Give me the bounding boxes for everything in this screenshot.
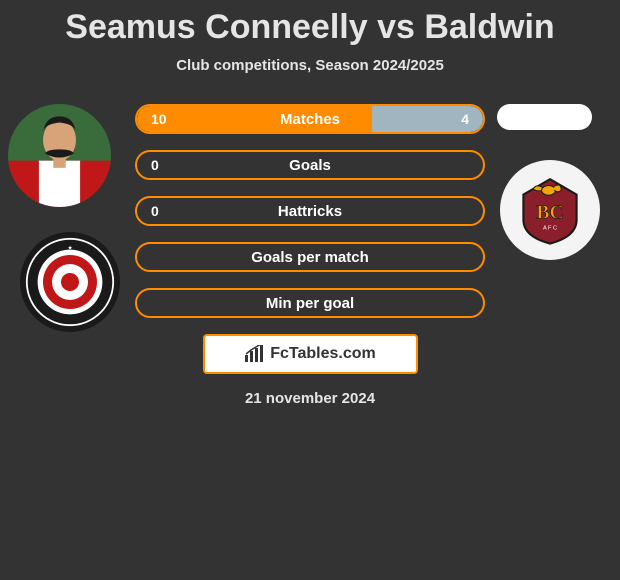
svg-text:★: ★ [68, 246, 73, 252]
club-left-badge: ★ [20, 232, 120, 332]
stat-row-matches: 10 Matches 4 [135, 104, 485, 134]
branding-box[interactable]: FcTables.com [203, 334, 418, 374]
comparison-content: ★ BC A F C 10 Matches 4 0 Goals [0, 104, 620, 407]
player-right-avatar [497, 104, 592, 130]
stat-label: Goals [137, 157, 483, 174]
date-text: 21 november 2024 [0, 390, 620, 407]
stat-row-min-per-goal: Min per goal [135, 288, 485, 318]
stat-label: Hattricks [137, 203, 483, 220]
stat-label: Goals per match [137, 249, 483, 266]
chart-icon [244, 345, 266, 363]
stat-label: Matches [137, 111, 483, 128]
stat-row-goals: 0 Goals [135, 150, 485, 180]
stat-bars: 10 Matches 4 0 Goals 0 Hattricks Goals p… [135, 104, 485, 318]
svg-text:BC: BC [536, 202, 563, 223]
stat-label: Min per goal [137, 295, 483, 312]
stat-row-goals-per-match: Goals per match [135, 242, 485, 272]
stat-row-hattricks: 0 Hattricks [135, 196, 485, 226]
stat-value-right: 4 [461, 111, 469, 127]
svg-text:A F C: A F C [543, 226, 557, 232]
club-right-badge: BC A F C [500, 160, 600, 260]
page-title: Seamus Conneelly vs Baldwin [0, 0, 620, 47]
subtitle: Club competitions, Season 2024/2025 [0, 57, 620, 74]
player-left-avatar [8, 104, 111, 207]
branding-text: FcTables.com [270, 345, 376, 363]
